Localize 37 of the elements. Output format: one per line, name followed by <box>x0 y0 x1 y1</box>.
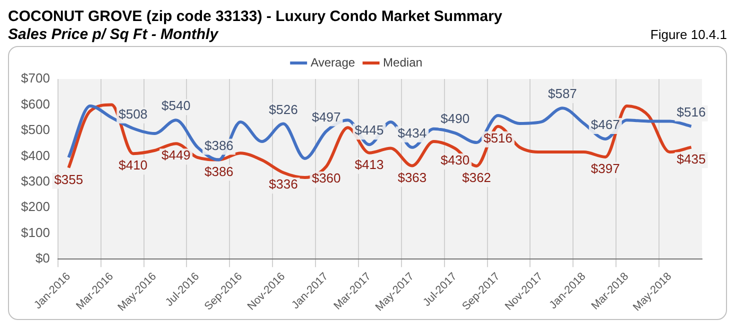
data-label: $516 <box>484 130 512 146</box>
data-label: $336 <box>268 176 298 192</box>
data-label: $435 <box>676 151 706 166</box>
data-label: $467 <box>590 117 620 132</box>
data-label: $526 <box>268 102 298 117</box>
data-label: $410 <box>118 158 148 173</box>
data-label: $397 <box>590 161 620 176</box>
data-label: $587 <box>548 86 577 102</box>
data-label: $362 <box>462 170 492 186</box>
data-label: $434 <box>398 126 427 141</box>
y-tick-label: $0 <box>35 250 50 266</box>
data-label: $449 <box>162 148 190 163</box>
y-tick-label: $200 <box>21 199 50 214</box>
y-tick-label: $700 <box>21 70 50 86</box>
data-label: $360 <box>312 170 341 186</box>
data-label: $413 <box>354 156 384 172</box>
data-label: $540 <box>162 98 190 114</box>
chart-subtitle: Sales Price p/ Sq Ft - Monthly <box>8 26 218 44</box>
y-tick-label: $500 <box>21 122 50 138</box>
data-label: $355 <box>54 172 84 187</box>
legend-label: Average <box>310 55 356 70</box>
chart-title: COCONUT GROVE (zip code 33133) - Luxury Condo Market Summary <box>8 8 504 26</box>
data-label: $386 <box>204 164 234 179</box>
data-label: $430 <box>440 152 470 168</box>
legend-label: Median <box>383 55 422 70</box>
y-tick-label: $100 <box>21 224 50 240</box>
data-label: $386 <box>204 138 234 153</box>
y-tick-label: $600 <box>21 96 50 112</box>
caption: Figure 10.4.1 <box>650 26 727 44</box>
data-label: $363 <box>398 170 427 185</box>
data-label: $445 <box>354 122 384 138</box>
data-label: $508 <box>118 106 148 122</box>
y-tick-label: $400 <box>21 148 50 163</box>
data-label: $516 <box>676 104 706 120</box>
y-tick-label: $300 <box>21 173 50 188</box>
data-label: $497 <box>312 109 341 124</box>
data-label: $490 <box>440 111 470 126</box>
